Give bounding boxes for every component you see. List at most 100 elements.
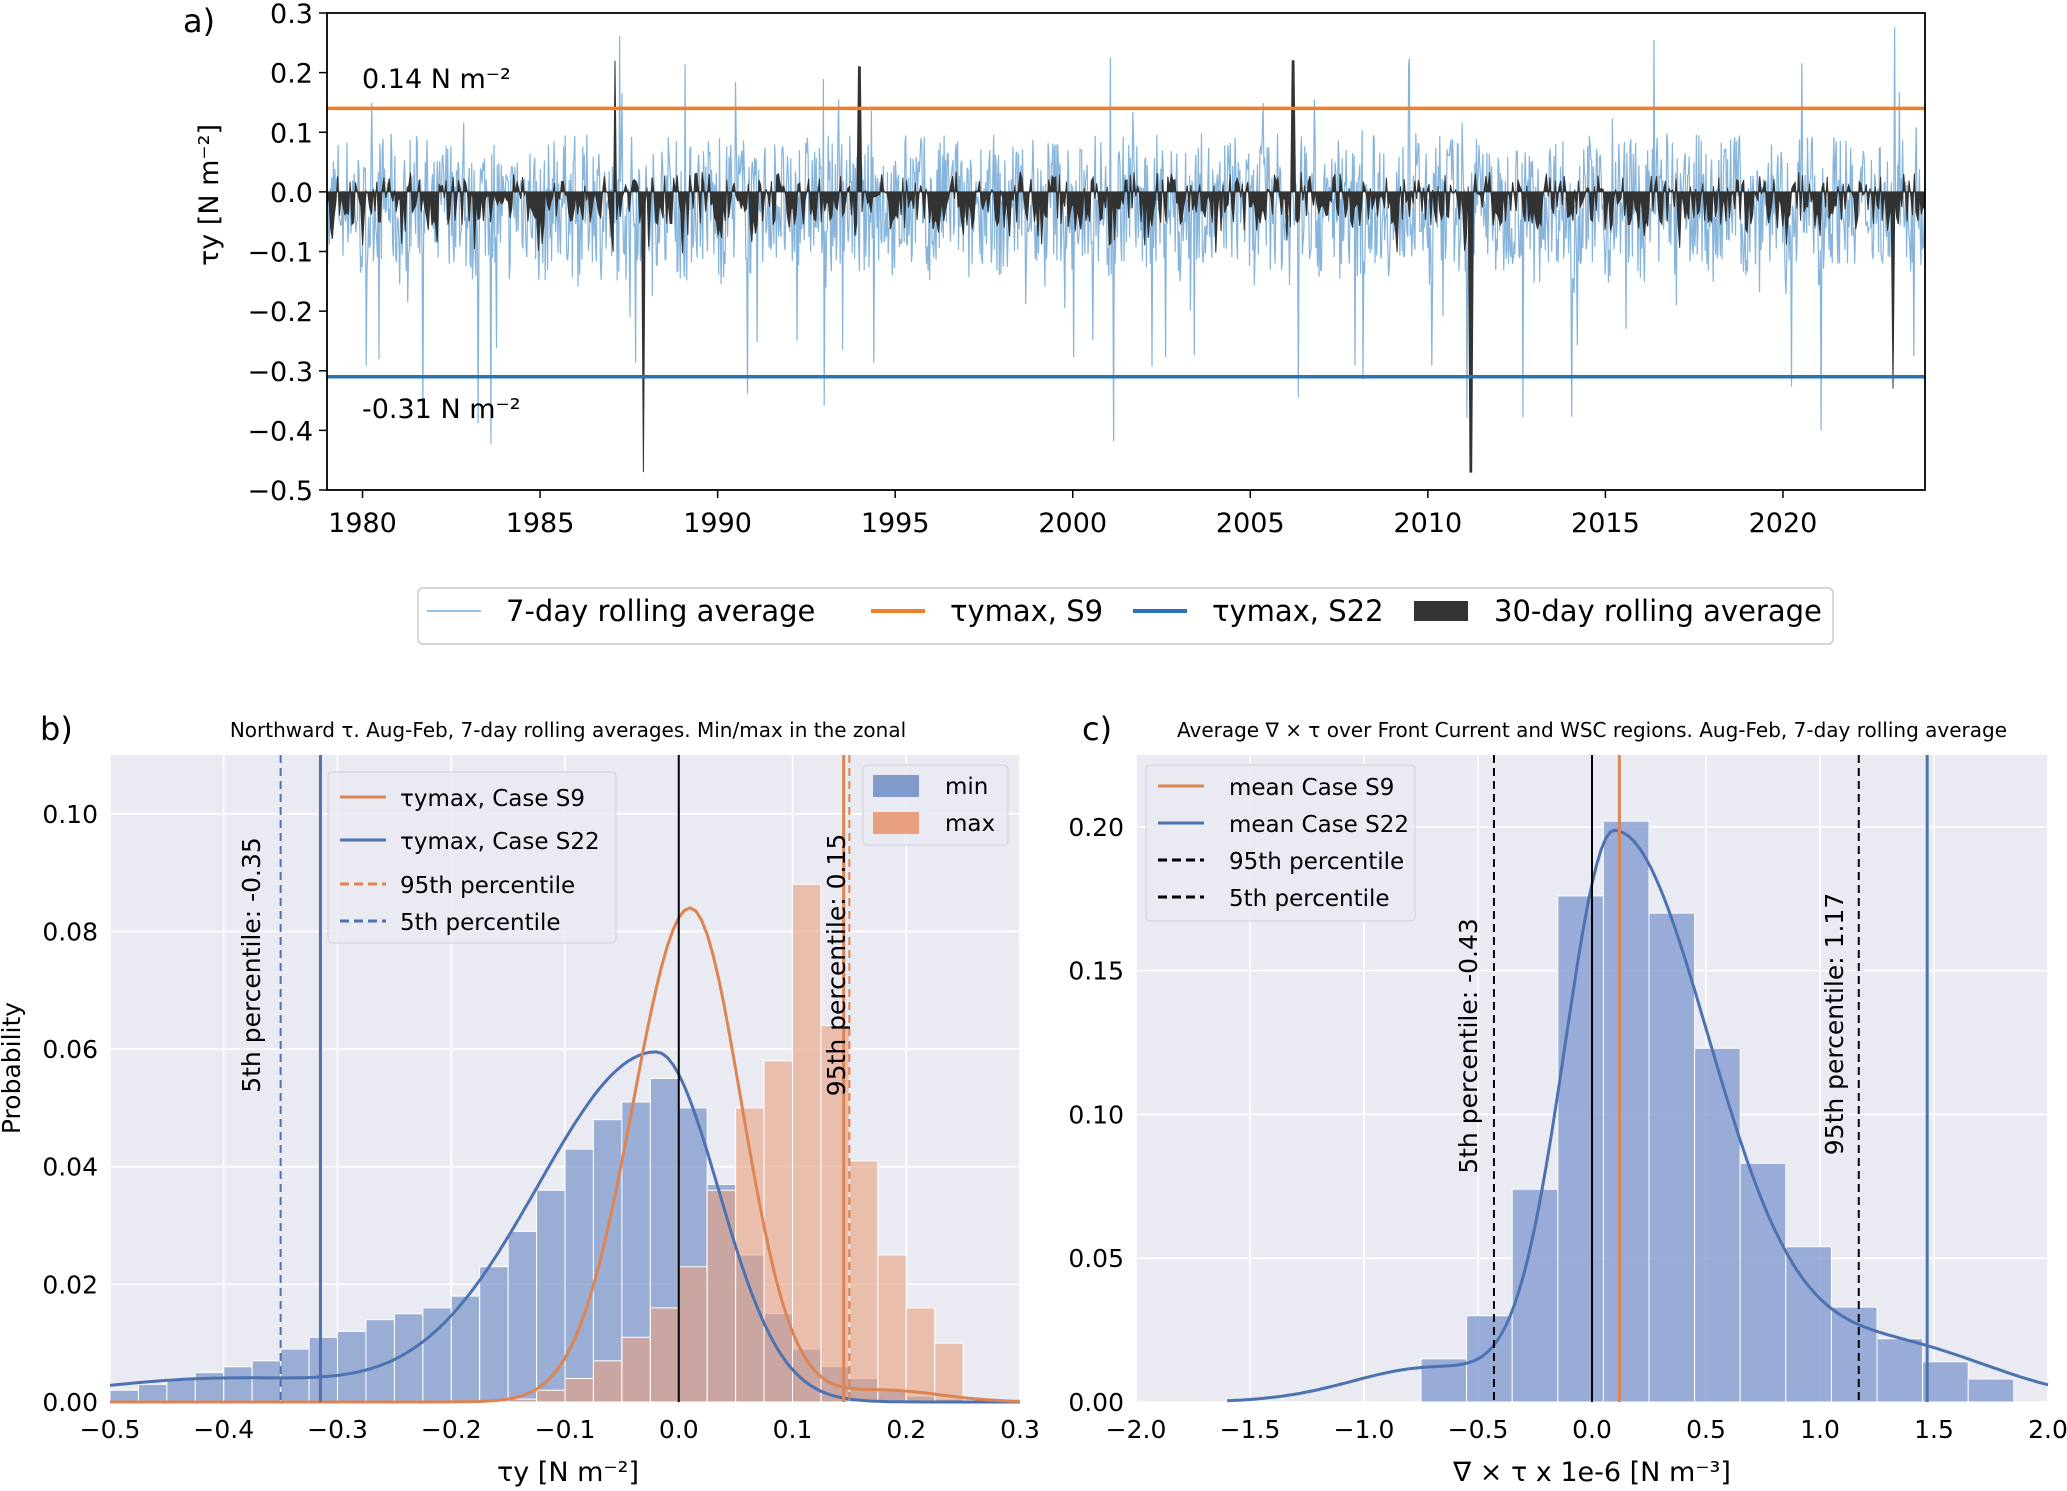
x-tick-label: 2000 — [1038, 508, 1107, 539]
hist-bar-max — [905, 1307, 936, 1403]
x-tick-label: 2015 — [1571, 508, 1640, 539]
x-tick-label: −0.2 — [421, 1415, 482, 1444]
panel-a-ylabel: τy [N m⁻²] — [194, 124, 225, 266]
y-tick-label: −0.2 — [247, 297, 313, 328]
panel-b-title: Northward τ. Aug-Feb, 7-day rolling aver… — [230, 718, 906, 742]
x-tick-label: 2010 — [1393, 508, 1462, 539]
hist-bar-min — [337, 1330, 367, 1403]
legend-b1-frame — [327, 771, 617, 944]
x-tick-label: 1990 — [683, 508, 752, 539]
b-p5-label: 5th percentile: -0.35 — [237, 837, 266, 1093]
x-tick-label: 1995 — [861, 508, 930, 539]
hist-bar-min — [280, 1348, 310, 1403]
y-tick-label: −0.1 — [247, 238, 313, 269]
x-tick-label: 1.0 — [1800, 1415, 1840, 1444]
panel-b: b) Northward τ. Aug-Feb, 7-day rolling a… — [0, 710, 1040, 1488]
x-tick-label: −0.4 — [193, 1415, 254, 1444]
legend-c-p5-label: 5th percentile — [1229, 886, 1390, 912]
hist-bar-max — [536, 1389, 566, 1403]
y-tick-label: −0.4 — [247, 416, 313, 447]
legend-c-p95-label: 95th percentile — [1229, 849, 1404, 875]
panel-a: a) τy [N m⁻²] 1980 1985 1990 1995 2000 2005 20… — [183, 0, 1926, 645]
b-p95-label: 95th percentile: 0.15 — [822, 834, 851, 1096]
hist-bar — [1876, 1338, 1924, 1403]
panel-a-label: a) — [183, 2, 215, 40]
panel-c-title: Average ∇ × τ over Front Current and WSC… — [1177, 718, 2007, 742]
panel-c-legend: mean Case S9 mean Case S22 95th percenti… — [1145, 764, 1416, 922]
panel-c-plot-area — [1135, 755, 2049, 1403]
x-tick-label: −1.0 — [1334, 1415, 1395, 1444]
hist-bar-max — [564, 1377, 594, 1403]
x-tick-label: 0.2 — [886, 1415, 926, 1444]
legend-c-frame — [1145, 764, 1416, 922]
y-tick-label: 0.3 — [270, 0, 313, 30]
y-tick-label: 0.02 — [42, 1270, 98, 1299]
legend-b-min-swatch — [873, 775, 919, 797]
s9-threshold-label: 0.14 N m⁻² — [362, 64, 511, 95]
hist-bar-max — [678, 1266, 708, 1403]
hist-bar — [1785, 1246, 1832, 1403]
legend-s9-label: τymax, S9 — [950, 594, 1103, 628]
legend-c-s9-label: mean Case S9 — [1229, 775, 1394, 801]
legend-rolling30-label: 30-day rolling average — [1494, 594, 1822, 628]
c-p5-label: 5th percentile: -0.43 — [1454, 918, 1483, 1174]
s22-threshold-label: -0.31 N m⁻² — [362, 394, 521, 425]
x-tick-label: −0.3 — [307, 1415, 368, 1444]
panel-c-ticks: −2.0 −1.5 −1.0 −0.5 0.0 0.5 1.0 1.5 2.0 0.00 0.05 0… — [1068, 813, 2067, 1444]
kde-min-curve — [109, 1050, 1020, 1404]
hist-bar — [1967, 1378, 2015, 1403]
panel-c-xlabel: ∇ × τ x 1e-6 [N m⁻³] — [1452, 1457, 1731, 1488]
hist-bar-min — [308, 1336, 338, 1403]
hist-bar-max — [934, 1342, 964, 1403]
panel-c: c) Average ∇ × τ over Front Current and … — [1068, 710, 2067, 1488]
x-tick-label: −2.0 — [1106, 1415, 1167, 1444]
y-tick-label: 0.15 — [1068, 957, 1124, 986]
y-tick-label: −0.5 — [247, 476, 313, 507]
hist-bar-min — [223, 1366, 253, 1403]
legend-b-p95-label: 95th percentile — [400, 873, 575, 899]
kde-curve — [1227, 828, 2049, 1403]
hist-bar — [1694, 1047, 1741, 1403]
legend-b-min-label: min — [945, 774, 988, 800]
x-tick-label: 2020 — [1749, 508, 1818, 539]
y-tick-label: 0.06 — [42, 1035, 98, 1064]
rolling30-area — [326, 60, 1926, 473]
y-tick-label: 0.04 — [42, 1153, 98, 1182]
hist-bar — [1557, 895, 1604, 1403]
hist-bar-max — [706, 1189, 737, 1403]
hist-bar-max — [792, 883, 822, 1403]
hist-bar-min — [137, 1383, 168, 1403]
legend-rolling30-swatch — [1414, 601, 1468, 621]
hist-bar — [1648, 912, 1696, 1403]
y-tick-label: 0.05 — [1068, 1244, 1124, 1273]
y-tick-label: 0.0 — [270, 178, 313, 209]
hist-bar-max — [877, 1254, 907, 1403]
legend-rolling7-label: 7-day rolling average — [506, 594, 815, 628]
y-tick-label: 0.08 — [42, 917, 98, 946]
legend-b-max-swatch — [873, 812, 919, 834]
x-tick-label: −1.5 — [1220, 1415, 1281, 1444]
panel-b-ylabel: Probability — [0, 1002, 26, 1134]
x-tick-label: 1985 — [506, 508, 575, 539]
y-tick-label: 0.1 — [270, 118, 313, 149]
x-tick-label: 0.3 — [1000, 1415, 1040, 1444]
x-tick-label: −0.1 — [535, 1415, 596, 1444]
y-tick-label: −0.3 — [247, 357, 313, 388]
legend-frame — [417, 587, 1834, 645]
x-tick-label: 0.0 — [1572, 1415, 1612, 1444]
hist-bar — [1602, 820, 1650, 1403]
legend-c-s22-label: mean Case S22 — [1229, 812, 1409, 838]
hist-bar-max — [592, 1360, 623, 1403]
x-tick-label: 0.1 — [773, 1415, 813, 1444]
hist-bar-min — [564, 1148, 594, 1403]
hist-bar-min — [251, 1360, 282, 1403]
legend-b-p5-label: 5th percentile — [400, 910, 561, 936]
x-tick-label: −0.5 — [80, 1415, 141, 1444]
legend-s22-label: τymax, S22 — [1212, 594, 1384, 628]
x-tick-label: −0.5 — [1448, 1415, 1509, 1444]
hist-bar-min — [109, 1389, 139, 1403]
hist-bar-min — [166, 1377, 196, 1403]
panel-a-plot-area — [326, 12, 1926, 491]
panel-a-ticks: 1980 1985 1990 1995 2000 2005 2010 2015 2020 0.3 0… — [247, 0, 1817, 539]
panel-b-plot-area — [109, 755, 1021, 1404]
